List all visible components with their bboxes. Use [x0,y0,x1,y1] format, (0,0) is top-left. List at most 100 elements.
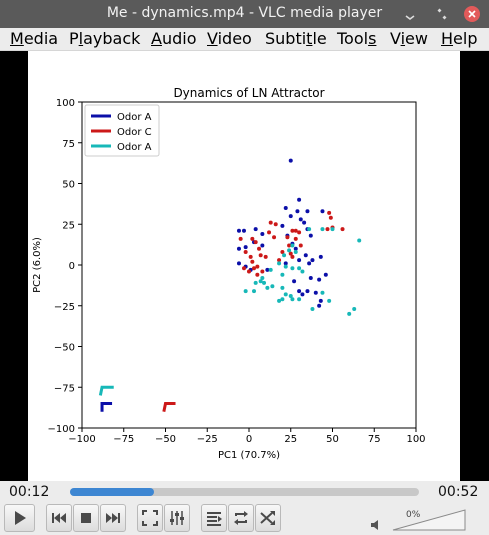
menu-media[interactable]: Media [10,29,59,48]
data-point [320,227,325,232]
seek-slider[interactable] [70,488,419,496]
x-tick-label: −75 [113,434,134,445]
data-point [290,243,295,248]
data-point [357,238,362,243]
data-point [260,269,265,274]
stop-button[interactable] [73,504,99,532]
menu-subtitle[interactable]: Subtitle [265,29,327,48]
data-point [298,217,303,222]
video-area[interactable]: Dynamics of LN Attractor −100 −75 −50 −25 0 25… [0,51,489,481]
legend-label: Odor A [117,112,152,123]
x-tick-label: 75 [368,434,381,445]
data-point [243,249,248,254]
data-point [292,279,297,284]
data-point [320,290,325,295]
y-axis-label: PC2 (6.0%) [32,237,43,293]
data-point [297,197,302,202]
seek-row: 00:12 00:52 [0,481,489,502]
window-titlebar: Me - dynamics.mp4 - VLC media player [0,0,489,28]
data-point [243,289,248,294]
maximize-button[interactable] [432,4,452,24]
fullscreen-button[interactable] [137,504,163,532]
data-point [265,285,270,290]
menu-audio[interactable]: Audio [151,29,197,48]
data-point [318,254,323,259]
play-button[interactable] [4,504,35,532]
data-point [297,258,302,263]
elapsed-time: 00:12 [9,484,50,500]
volume-label: 0% [406,510,421,520]
data-point [267,230,272,235]
next-button[interactable] [100,504,126,532]
y-tick-label: 25 [62,220,75,231]
data-point [241,228,246,233]
playlist-button[interactable] [201,504,227,532]
y-tick-label: 50 [62,180,75,191]
data-point [260,243,265,248]
data-point [327,298,332,303]
data-point [352,307,357,312]
data-point [280,297,285,302]
data-point [288,293,293,298]
data-point [253,227,258,232]
data-point [288,158,293,163]
data-point [288,214,293,219]
y-tick-label: 0 [69,261,75,272]
previous-button[interactable] [46,504,72,532]
menu-help[interactable]: Help [441,29,478,48]
chart-title: Dynamics of LN Attractor [173,86,324,100]
data-point [347,311,352,316]
legend-label: Odor A [117,142,152,153]
data-point [283,261,288,266]
data-point [277,298,282,303]
data-point [273,222,278,227]
y-tick-label: −75 [54,383,75,394]
data-point [313,290,318,295]
data-point [308,233,313,238]
x-tick-label: 25 [284,434,297,445]
data-point [285,235,290,240]
menu-view[interactable]: View [390,29,428,48]
chart: Dynamics of LN Attractor −100 −75 −50 −25 0 25… [32,86,426,461]
data-point [252,289,257,294]
data-point [236,246,241,251]
data-point [340,227,345,232]
menu-tools[interactable]: Tools [337,29,377,48]
data-point [272,235,277,240]
data-point [280,249,285,254]
data-point [310,307,315,312]
data-point [295,209,300,214]
menu-playback[interactable]: Playback [69,29,141,48]
menu-bar: Media Playback Audio Video Subtitle Tools View… [0,28,489,51]
data-point [303,253,308,258]
data-point [290,297,295,302]
x-axis-label: PC1 (70.7%) [218,450,280,461]
data-point [288,251,293,256]
y-tick-label: 100 [56,98,75,109]
data-point [293,246,298,251]
loop-button[interactable] [228,504,254,532]
data-point [280,223,285,228]
data-point [238,236,243,241]
data-point [263,254,268,259]
close-button[interactable] [462,4,482,24]
close-icon [464,6,480,22]
data-point [236,228,241,233]
extended-settings-icon [170,511,184,525]
data-point [302,220,307,225]
extended-settings-button[interactable] [164,504,190,532]
volume-slider[interactable] [392,509,466,531]
minimize-button[interactable] [400,4,420,24]
menu-video[interactable]: Video [207,29,252,48]
data-point [257,246,262,251]
data-point [280,285,285,290]
data-point [283,264,288,269]
data-point [280,272,285,277]
data-point [268,267,273,272]
data-point [308,276,313,281]
data-point [247,269,251,274]
data-point [327,210,332,215]
data-point [258,253,263,258]
shuffle-button[interactable] [255,504,281,532]
speaker-icon[interactable] [370,519,382,531]
